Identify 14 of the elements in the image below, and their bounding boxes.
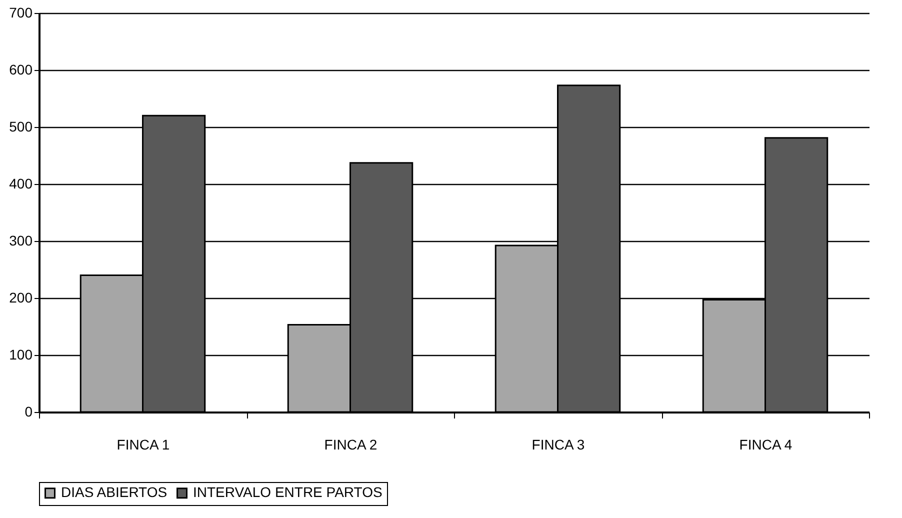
legend-label: DIAS ABIERTOS <box>61 484 168 500</box>
y-tick-label: 0 <box>24 404 33 420</box>
x-tick-label: FINCA 2 <box>324 436 378 452</box>
y-tick-label: 500 <box>9 118 33 134</box>
x-tick-label: FINCA 1 <box>116 436 170 452</box>
y-tick-label: 200 <box>9 290 33 306</box>
y-tick-label: 600 <box>9 62 33 78</box>
x-tick-label: FINCA 3 <box>532 436 585 452</box>
x-tick-label: FINCA 4 <box>739 436 792 452</box>
y-tick-label: 300 <box>9 232 33 248</box>
y-tick-label: 400 <box>9 176 33 192</box>
legend-label: INTERVALO ENTRE PARTOS <box>193 484 382 500</box>
y-tick-label: 100 <box>9 346 33 362</box>
y-tick-label: 700 <box>9 4 33 20</box>
